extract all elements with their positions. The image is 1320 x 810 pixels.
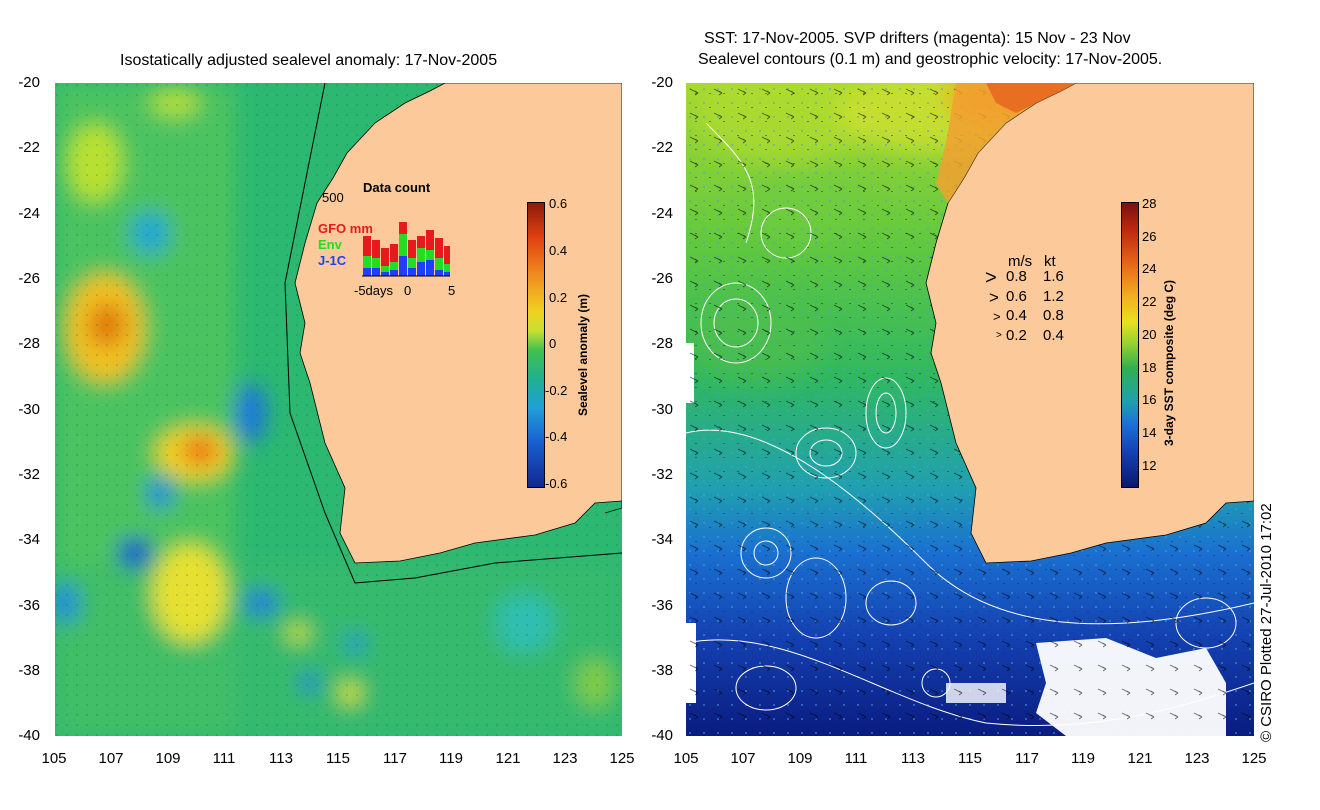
cb-tick: 26 — [1142, 229, 1157, 244]
y-tick: -28 — [18, 335, 40, 352]
x-tick: 107 — [730, 750, 756, 767]
cb-tick: 16 — [1142, 392, 1157, 407]
x-tick: 105 — [673, 750, 699, 767]
x-tick: 125 — [1241, 750, 1267, 767]
y-tick: -34 — [18, 531, 40, 548]
y-tick: -32 — [18, 466, 40, 483]
arrow-medium-icon: > — [989, 288, 999, 307]
arrow-large-icon: > — [985, 267, 997, 289]
y-tick: -22 — [651, 139, 673, 156]
inset-title: Data count — [363, 180, 431, 195]
copyright-text: © CSIRO Plotted 27-Jul-2010 17:02 — [1258, 503, 1275, 742]
y-tick: -26 — [18, 270, 40, 287]
y-tick: -40 — [651, 727, 673, 744]
cb-tick: 22 — [1142, 294, 1157, 309]
y-tick: -22 — [18, 139, 40, 156]
left-title: Isostatically adjusted sealevel anomaly:… — [120, 52, 498, 69]
right-title-line1: SST: 17-Nov-2005. SVP drifters (magenta)… — [704, 30, 1131, 47]
x-tick: 117 — [383, 750, 407, 767]
x-tick: 117 — [1015, 750, 1039, 767]
x-tick: 107 — [98, 750, 124, 767]
legend-kt: 0.4 — [1043, 327, 1064, 344]
y-tick: -38 — [651, 662, 673, 679]
sst-colorbar-gradient — [1121, 202, 1139, 488]
cb-tick: 14 — [1142, 425, 1157, 440]
legend-ms: 0.4 — [1006, 307, 1027, 324]
x-tick: 123 — [1184, 750, 1210, 767]
y-tick: -24 — [18, 205, 40, 222]
cb-tick: 0 — [549, 336, 557, 351]
x-tick: 113 — [901, 750, 925, 767]
cb-tick: 0.4 — [549, 243, 568, 258]
cb-tick: 28 — [1142, 196, 1157, 211]
x-tick: 109 — [155, 750, 181, 767]
x-tick: 115 — [326, 750, 350, 767]
x-tick: 119 — [439, 750, 463, 767]
right-title-line2: Sealevel contours (0.1 m) and geostrophi… — [698, 51, 1163, 68]
inset-x-zero: 0 — [404, 283, 412, 298]
inset-x-end: 5 — [448, 283, 456, 298]
y-tick: -30 — [651, 401, 673, 418]
cb-tick: 20 — [1142, 327, 1157, 342]
y-tick: -40 — [18, 727, 40, 744]
inset-legend-gfo: GFO mm — [318, 221, 373, 236]
x-tick: 121 — [1127, 750, 1153, 767]
cb-tick: 12 — [1142, 458, 1157, 473]
x-tick: 111 — [212, 750, 236, 767]
arrow-tiny-icon: > — [996, 330, 1002, 341]
y-tick: -36 — [651, 597, 673, 614]
sealevel-anomaly-map — [55, 83, 622, 736]
legend-header-ms: m/s — [1008, 253, 1033, 270]
x-tick: 109 — [787, 750, 813, 767]
inset-legend-env: Env — [318, 237, 342, 252]
inset-bars — [362, 222, 450, 277]
sealevel-colorbar-label: Sealevel anomaly (m) — [576, 293, 590, 416]
legend-kt: 1.2 — [1043, 288, 1064, 305]
y-tick: -24 — [651, 205, 673, 222]
legend-ms: 0.2 — [1006, 327, 1027, 344]
inset-x-start: -5days — [354, 283, 394, 298]
y-tick: -20 — [651, 74, 673, 91]
sst-map — [686, 83, 1254, 736]
x-tick: 119 — [1071, 750, 1095, 767]
legend-ms: 0.6 — [1006, 288, 1027, 305]
y-tick: -32 — [651, 466, 673, 483]
x-tick: 123 — [552, 750, 578, 767]
cb-tick: 24 — [1142, 261, 1157, 276]
legend-kt: 0.8 — [1043, 307, 1064, 324]
x-tick: 105 — [41, 750, 67, 767]
y-tick: -36 — [18, 597, 40, 614]
y-tick: -34 — [651, 531, 673, 548]
x-tick: 113 — [269, 750, 293, 767]
y-tick: -20 — [18, 74, 40, 91]
sst-colorbar-label: 3-day SST composite (deg C) — [1162, 279, 1176, 446]
y-tick: -38 — [18, 662, 40, 679]
cb-tick: -0.2 — [545, 383, 568, 398]
cb-tick: 0.2 — [549, 290, 568, 305]
y-tick: -28 — [651, 335, 673, 352]
x-tick: 115 — [958, 750, 982, 767]
legend-kt: 1.6 — [1043, 268, 1064, 285]
cb-tick: -0.6 — [545, 476, 568, 491]
y-tick: -26 — [651, 270, 673, 287]
cb-tick: 0.6 — [549, 196, 568, 211]
legend-ms: 0.8 — [1006, 268, 1027, 285]
y-tick: -30 — [18, 401, 40, 418]
x-tick: 121 — [495, 750, 521, 767]
inset-ymax: 500 — [322, 190, 344, 205]
cb-tick: 18 — [1142, 360, 1157, 375]
arrow-small-icon: > — [993, 309, 1001, 324]
cb-tick: -0.4 — [545, 429, 568, 444]
x-tick: 111 — [844, 750, 868, 767]
legend-header-kt: kt — [1044, 253, 1056, 270]
inset-legend-j1c: J-1C — [318, 253, 347, 268]
x-tick: 125 — [609, 750, 635, 767]
sealevel-colorbar-gradient — [527, 202, 545, 488]
